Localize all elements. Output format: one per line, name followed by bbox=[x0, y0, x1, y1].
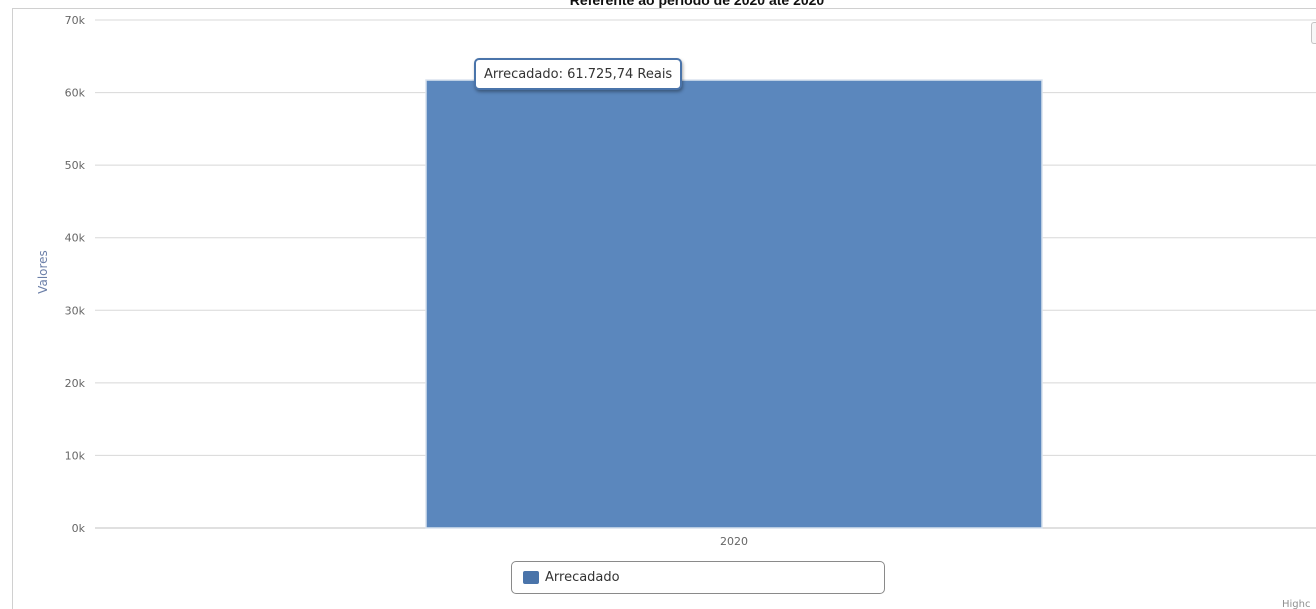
x-tick-label: 2020 bbox=[720, 535, 748, 548]
y-axis-title: Valores bbox=[36, 250, 50, 294]
y-tick-label: 60k bbox=[65, 87, 86, 100]
export-menu-button[interactable] bbox=[1311, 22, 1316, 44]
y-tick-label: 40k bbox=[65, 232, 86, 245]
legend[interactable]: Arrecadado bbox=[511, 561, 885, 594]
legend-item-arrecadado[interactable]: Arrecadado bbox=[545, 570, 620, 585]
tooltip: Arrecadado: 61.725,74 Reais bbox=[474, 58, 683, 90]
legend-swatch bbox=[523, 571, 539, 584]
chart-title: Referente ao período de 2020 até 2020 bbox=[570, 0, 825, 8]
y-axis-ticks: 0k 10k 20k 30k 40k 50k 60k 70k bbox=[65, 14, 86, 535]
y-tick-label: 30k bbox=[65, 304, 86, 317]
y-tick-label: 20k bbox=[65, 377, 86, 390]
y-tick-label: 50k bbox=[65, 159, 86, 172]
y-tick-label: 0k bbox=[72, 522, 86, 535]
y-tick-label: 70k bbox=[65, 14, 86, 27]
x-axis-ticks: 2020 bbox=[720, 535, 748, 548]
credits-link[interactable]: Highc bbox=[1282, 599, 1310, 609]
y-tick-label: 10k bbox=[65, 449, 86, 462]
chart-frame bbox=[12, 8, 1316, 609]
bar-2020[interactable] bbox=[425, 79, 1043, 529]
bar-series bbox=[425, 79, 1043, 529]
